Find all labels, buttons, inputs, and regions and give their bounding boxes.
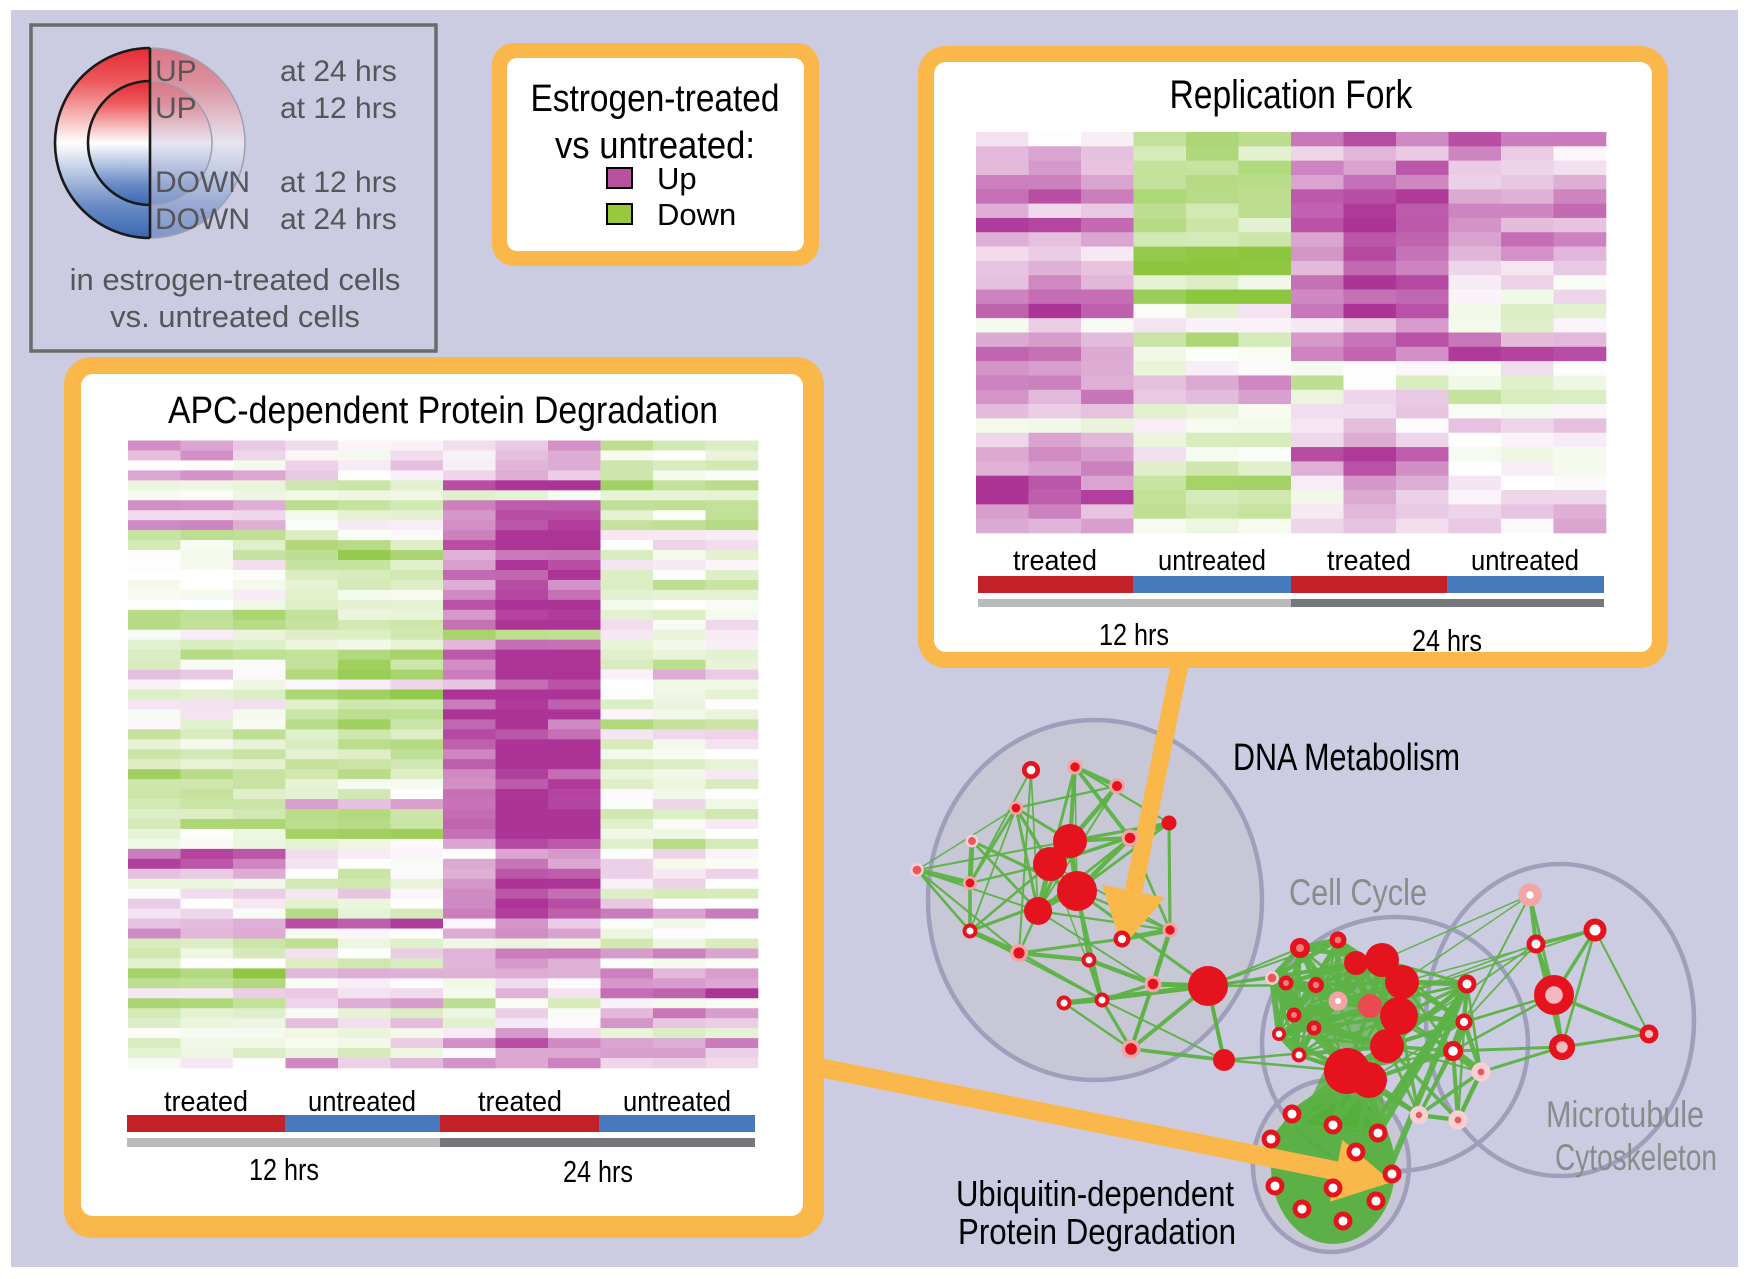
svg-text:treated: treated <box>164 1086 248 1118</box>
svg-text:Microtubule: Microtubule <box>1546 1094 1704 1135</box>
svg-text:untreated: untreated <box>1158 545 1266 577</box>
svg-text:at 24 hrs: at 24 hrs <box>280 203 397 236</box>
svg-text:UP: UP <box>155 55 197 88</box>
svg-text:Cell Cycle: Cell Cycle <box>1289 872 1427 913</box>
svg-text:untreated: untreated <box>1471 545 1579 577</box>
svg-text:vs. untreated cells: vs. untreated cells <box>110 299 360 334</box>
svg-text:in estrogen-treated cells: in estrogen-treated cells <box>70 262 401 297</box>
svg-text:untreated: untreated <box>623 1086 731 1118</box>
svg-text:treated: treated <box>1013 545 1097 577</box>
svg-text:Down: Down <box>657 197 736 232</box>
svg-text:APC-dependent Protein Degradat: APC-dependent Protein Degradation <box>168 390 718 432</box>
svg-text:12 hrs: 12 hrs <box>249 1152 319 1187</box>
svg-text:Protein Degradation: Protein Degradation <box>958 1211 1236 1252</box>
svg-text:treated: treated <box>1327 545 1411 577</box>
svg-text:at 24 hrs: at 24 hrs <box>280 55 397 88</box>
svg-text:at 12 hrs: at 12 hrs <box>280 166 397 199</box>
svg-text:Replication Fork: Replication Fork <box>1170 73 1414 117</box>
svg-text:12 hrs: 12 hrs <box>1099 617 1169 652</box>
svg-text:DOWN: DOWN <box>155 166 250 199</box>
svg-text:24 hrs: 24 hrs <box>1412 623 1482 658</box>
svg-text:treated: treated <box>478 1086 562 1118</box>
svg-text:at 12 hrs: at 12 hrs <box>280 92 397 125</box>
svg-text:untreated: untreated <box>308 1086 416 1118</box>
svg-text:24 hrs: 24 hrs <box>563 1154 633 1189</box>
svg-text:Estrogen-treated: Estrogen-treated <box>531 78 780 120</box>
svg-text:vs untreated:: vs untreated: <box>555 125 755 167</box>
svg-text:DNA Metabolism: DNA Metabolism <box>1233 737 1460 779</box>
svg-text:DOWN: DOWN <box>155 203 250 236</box>
svg-text:Up: Up <box>657 161 697 196</box>
svg-text:Ubiquitin-dependent: Ubiquitin-dependent <box>956 1173 1234 1214</box>
svg-text:UP: UP <box>155 92 197 125</box>
svg-text:Cytoskeleton: Cytoskeleton <box>1555 1137 1717 1178</box>
